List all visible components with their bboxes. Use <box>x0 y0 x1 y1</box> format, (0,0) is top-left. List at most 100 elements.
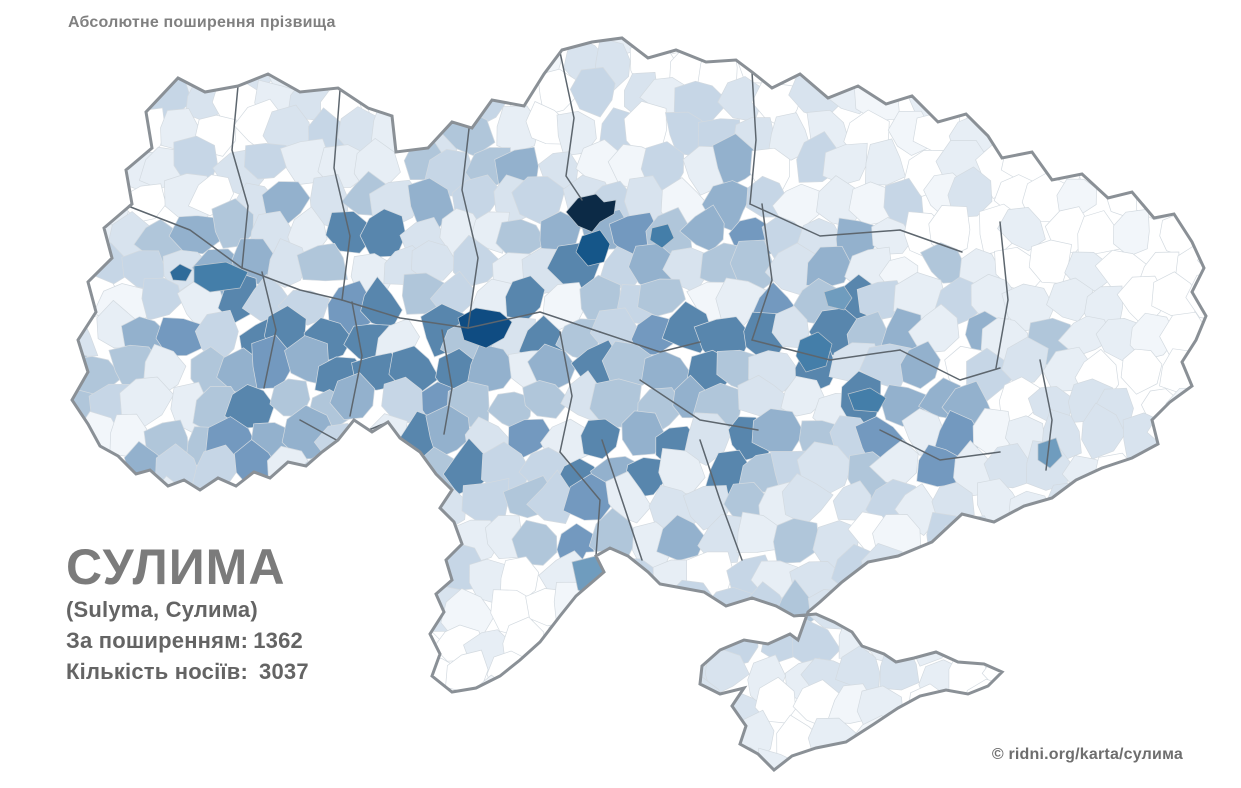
district-cell[interactable] <box>1204 380 1241 433</box>
district-cell[interactable] <box>1153 626 1201 673</box>
district-cell[interactable] <box>349 692 398 744</box>
district-cell[interactable] <box>1215 107 1241 149</box>
district-cell[interactable] <box>889 720 929 761</box>
district-cell[interactable] <box>40 208 81 259</box>
district-cell[interactable] <box>1128 49 1179 98</box>
district-cell[interactable] <box>984 44 1029 89</box>
district-cell[interactable] <box>1054 525 1101 567</box>
district-cell[interactable] <box>308 578 352 624</box>
district-cell[interactable] <box>52 174 96 227</box>
district-cell[interactable] <box>329 372 375 420</box>
district-cell[interactable] <box>364 709 415 764</box>
district-cell[interactable] <box>507 418 556 460</box>
district-cell[interactable] <box>1190 7 1238 54</box>
district-cell[interactable] <box>145 475 190 522</box>
district-cell[interactable] <box>964 46 1002 92</box>
district-cell[interactable] <box>211 198 254 249</box>
district-cell[interactable] <box>92 716 138 764</box>
district-cell[interactable] <box>42 39 95 95</box>
district-cell[interactable] <box>954 575 997 622</box>
district-cell[interactable] <box>1071 554 1123 608</box>
district-cell[interactable] <box>279 756 331 788</box>
district-cell[interactable] <box>732 11 776 59</box>
district-cell[interactable] <box>1134 650 1188 698</box>
district-cell[interactable] <box>937 757 985 788</box>
district-cell[interactable] <box>86 455 128 499</box>
district-cell[interactable] <box>1209 577 1241 623</box>
district-cell[interactable] <box>1213 44 1241 87</box>
district-cell[interactable] <box>1003 686 1048 740</box>
district-cell[interactable] <box>620 622 667 670</box>
district-cell[interactable] <box>537 68 578 116</box>
district-cell[interactable] <box>697 514 746 565</box>
district-cell[interactable] <box>1172 586 1221 643</box>
district-cell[interactable] <box>399 696 450 736</box>
district-cell[interactable] <box>868 439 919 486</box>
district-cell[interactable] <box>613 753 658 788</box>
district-cell[interactable] <box>1037 677 1084 730</box>
district-cell[interactable] <box>224 384 275 429</box>
district-cell[interactable] <box>1110 544 1157 593</box>
district-cell[interactable] <box>1101 692 1158 740</box>
district-cell[interactable] <box>392 552 437 595</box>
district-cell[interactable] <box>55 443 103 491</box>
district-cell[interactable] <box>1129 312 1178 361</box>
district-cell[interactable] <box>1053 585 1105 624</box>
district-cell[interactable] <box>427 695 476 738</box>
district-cell[interactable] <box>569 67 616 118</box>
district-cell[interactable] <box>1052 552 1093 598</box>
highlight-district[interactable] <box>457 307 513 349</box>
district-cell[interactable] <box>715 277 770 326</box>
district-cell[interactable] <box>573 757 624 788</box>
district-cell[interactable] <box>1184 756 1226 788</box>
district-cell[interactable] <box>330 513 378 558</box>
district-cell[interactable] <box>1052 38 1105 93</box>
district-cell[interactable] <box>679 204 725 252</box>
district-cell[interactable] <box>1046 277 1094 322</box>
district-cell[interactable] <box>1113 208 1150 257</box>
district-cell[interactable] <box>116 681 155 730</box>
district-cell[interactable] <box>1186 417 1230 462</box>
district-cell[interactable] <box>771 305 810 349</box>
district-cell[interactable] <box>938 610 993 659</box>
highlight-district[interactable] <box>565 193 617 233</box>
district-cell[interactable] <box>1114 629 1158 676</box>
district-cell[interactable] <box>102 751 149 788</box>
district-cell[interactable] <box>71 685 120 738</box>
district-cell[interactable] <box>751 408 805 454</box>
district-cell[interactable] <box>541 0 587 49</box>
district-cell[interactable] <box>637 278 686 317</box>
district-cell[interactable] <box>577 687 617 738</box>
district-cell[interactable] <box>1111 1 1157 50</box>
district-cell[interactable] <box>1216 173 1241 228</box>
district-cell[interactable] <box>948 648 989 705</box>
district-cell[interactable] <box>80 69 121 119</box>
district-cell[interactable] <box>179 750 230 788</box>
district-cell[interactable] <box>1009 2 1059 50</box>
district-cell[interactable] <box>317 691 361 744</box>
district-cell[interactable] <box>933 546 983 605</box>
district-cell[interactable] <box>780 375 827 417</box>
district-cell[interactable] <box>805 245 853 288</box>
district-cell[interactable] <box>928 691 985 741</box>
district-cell[interactable] <box>1186 133 1228 188</box>
district-cell[interactable] <box>509 689 554 742</box>
district-cell[interactable] <box>1211 513 1241 569</box>
district-cell[interactable] <box>182 680 233 724</box>
district-cell[interactable] <box>72 754 121 788</box>
district-cell[interactable] <box>754 676 797 724</box>
district-cell[interactable] <box>966 8 1012 48</box>
district-cell[interactable] <box>363 541 408 587</box>
district-cell[interactable] <box>863 750 909 788</box>
district-cell[interactable] <box>1163 165 1206 221</box>
district-cell[interactable] <box>1110 481 1164 526</box>
district-cell[interactable] <box>900 340 941 389</box>
district-cell[interactable] <box>1034 10 1085 48</box>
district-cell[interactable] <box>215 481 260 531</box>
district-cell[interactable] <box>1188 341 1233 399</box>
highlight-district[interactable] <box>823 285 853 311</box>
district-cell[interactable] <box>104 69 150 117</box>
district-cell[interactable] <box>1029 46 1080 93</box>
district-cell[interactable] <box>381 580 430 627</box>
district-cell[interactable] <box>387 760 437 788</box>
